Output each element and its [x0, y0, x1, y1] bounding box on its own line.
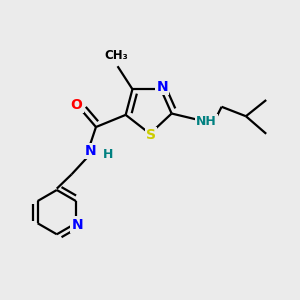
Text: N: N — [85, 144, 96, 158]
Text: N: N — [71, 218, 83, 232]
Text: NH: NH — [196, 115, 217, 128]
Text: H: H — [103, 148, 113, 161]
Text: S: S — [146, 128, 156, 142]
Text: O: O — [70, 98, 83, 112]
Text: CH₃: CH₃ — [104, 49, 128, 62]
Text: N: N — [156, 80, 168, 94]
